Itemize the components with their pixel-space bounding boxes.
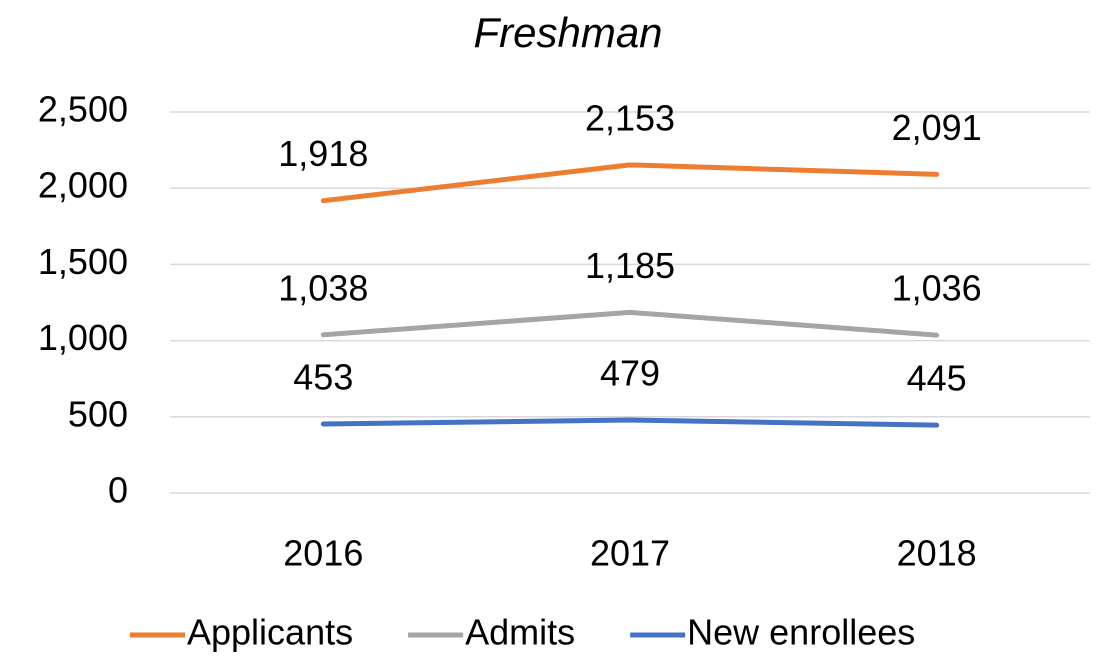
legend-label: Admits [465,612,575,653]
data-label: 453 [293,356,353,397]
data-label: 1,036 [892,268,982,309]
data-label: 1,918 [278,133,368,174]
y-tick-label: 1,000 [38,317,128,358]
data-label: 2,091 [892,107,982,148]
legend-label: New enrollees [687,612,915,653]
data-label: 479 [600,353,660,394]
y-tick-label: 500 [68,393,128,434]
data-label: 445 [907,358,967,399]
data-label: 1,185 [585,245,675,286]
chart-title: Freshman [473,9,662,56]
x-tick-label: 2017 [590,533,670,574]
y-tick-label: 1,500 [38,241,128,282]
data-label: 2,153 [585,97,675,138]
y-tick-label: 0 [108,470,128,511]
data-label: 1,038 [278,267,368,308]
legend-label: Applicants [187,612,353,653]
series-line [320,417,940,428]
y-tick-label: 2,500 [38,89,128,130]
series-line [320,162,940,204]
y-tick-label: 2,000 [38,165,128,206]
x-tick-label: 2018 [897,533,977,574]
x-tick-label: 2016 [283,533,363,574]
series-line [320,309,940,338]
